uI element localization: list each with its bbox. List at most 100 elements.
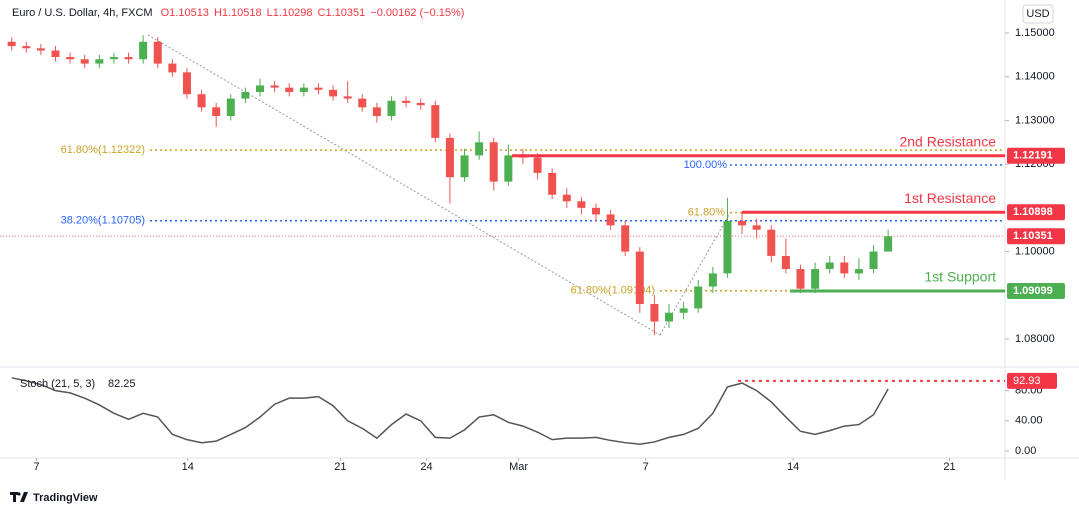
candle-body [36,48,45,51]
candle-body [51,50,60,58]
indicator-name: Stoch (21, 5, 3) [20,378,95,390]
y-tick-label: 40.00 [1015,415,1043,427]
candle-body [694,286,703,309]
trend-line [147,34,661,336]
candle-body [256,85,265,93]
candle-body [562,194,571,202]
candle-body [153,41,162,64]
candle-body [548,172,557,195]
candle-body [299,87,308,93]
ohlc-value: C1.10351 [318,7,366,19]
x-tick-label: 24 [420,461,432,473]
candle-body [606,214,615,226]
candle-body [723,220,732,274]
currency[interactable]: USD [1026,8,1049,20]
x-tick-label: 7 [33,461,39,473]
sr-name: 1st Support [924,269,996,285]
fib-label: 100.00% [684,159,728,171]
x-tick-label: Mar [509,461,528,473]
candle-body [358,98,367,108]
ohlc-value: H1.10518 [214,7,262,19]
candle-body [285,87,294,93]
candle-body [416,102,425,106]
candle-body [66,57,75,60]
candle-body [270,85,279,88]
candle-body [95,59,104,64]
candle-body [431,105,440,138]
candle-body [212,107,221,117]
header: Euro / U.S. Dollar, 4h, FXCM O1.10513 H1.1… [12,7,464,19]
candle-body [226,98,235,117]
candle-body [811,269,820,289]
candle-body [109,57,118,60]
candle-body [80,59,89,64]
price-tag [1007,147,1065,164]
stoch-level-tag [1007,372,1057,389]
price-tag [1007,282,1065,299]
candle-body [884,236,893,252]
y-tick-label: 1.15000 [1015,27,1055,39]
x-tick-label: 14 [787,461,799,473]
candle-body [869,251,878,270]
price-tag [1007,204,1065,221]
candle-body [767,229,776,256]
candle-body [825,262,834,270]
price-tag-value: 1.09099 [1013,285,1053,297]
candle-body [314,87,323,90]
fib-label: 61.80%(1.12322) [61,144,145,156]
y-tick-label: 1.14000 [1015,71,1055,83]
stoch-line [11,377,889,445]
fib-swing-line [659,212,731,336]
ohlc-value: L1.10298 [267,7,313,19]
ohlc-value: −0.00162 (−0.15%) [370,7,464,19]
candle-body [124,57,133,60]
fib-label: 38.20%(1.10705) [61,215,145,227]
candle-body [475,142,484,156]
fib-label: 61.80%(1.09104) [571,285,655,297]
candle-body [22,46,31,49]
price-tag-value: 1.10351 [1013,230,1053,242]
candle-body [621,225,630,252]
candle-body [752,225,761,230]
candle-body [7,41,16,47]
candle-body [343,96,352,99]
logo [10,492,28,502]
candle-body [679,308,688,313]
y-tick-label: 0.00 [1015,445,1036,457]
candle-body [445,137,454,178]
fib-label: 61.80% [688,207,726,219]
candle-body [139,41,148,60]
candle-body [460,155,469,178]
sr-name: 2nd Resistance [899,133,996,149]
x-tick-label: 7 [643,461,649,473]
candle-body [168,63,177,73]
candle-body [650,304,659,322]
y-tick-label: 1.10000 [1015,245,1055,257]
candle-body [577,201,586,208]
candle-body [387,100,396,117]
x-tick-label: 21 [943,461,955,473]
currency-box[interactable] [1022,4,1054,24]
y-tick-label: 1.13000 [1015,114,1055,126]
candle-body [241,92,250,99]
candle-body [796,269,805,289]
candle-body [840,262,849,274]
candle-body [182,72,191,95]
candle-body [372,107,381,117]
symbol: Euro / U.S. Dollar, 4h, FXCM [12,7,153,19]
candle-body [533,157,542,173]
sr-name: 1st Resistance [904,190,996,206]
candle-body [591,207,600,215]
price-tag [1007,228,1065,245]
candle-body [329,89,338,97]
candle-body [402,100,411,103]
ohlc-value: O1.10513 [161,7,209,19]
candle-body [854,269,863,274]
candle-body [504,155,513,182]
brand: TradingView [33,492,98,504]
candle-body [197,94,206,108]
stoch-level-value: 92.93 [1013,375,1041,387]
price-tag-value: 1.12191 [1013,150,1053,162]
